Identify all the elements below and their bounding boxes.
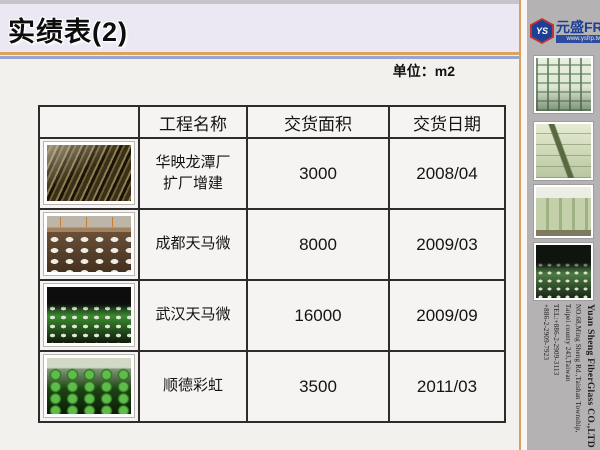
header-delivery-area: 交货面积 xyxy=(246,105,390,139)
photo-frame xyxy=(43,141,135,205)
delivery-area: 3000 xyxy=(246,137,390,210)
delivery-date: 2011/03 xyxy=(388,350,506,423)
sidebar-photo-waffle-ceiling xyxy=(533,55,594,114)
delivery-area: 3500 xyxy=(246,350,390,423)
table-header-row: 工程名称 交货面积 交货日期 xyxy=(38,105,506,139)
ys-hexagon-badge-icon: YS xyxy=(530,18,554,44)
top-strip xyxy=(0,0,519,4)
header-delivery-date: 交货日期 xyxy=(388,105,506,139)
header-project-name: 工程名称 xyxy=(138,105,248,139)
company-logo: YS 元盛FRP www.ysfrp.tw xyxy=(530,18,600,44)
sidebar-photo-dot-floor xyxy=(533,242,594,301)
sidebar-photo-storage-tanks xyxy=(533,184,594,239)
company-info: Yuan Sheng FiberGlass CO.,LTD NO.68,Ming… xyxy=(531,304,597,450)
table-row: 顺德彩虹 3500 2011/03 xyxy=(38,350,506,423)
project-photo-green-floor xyxy=(47,287,131,343)
table-row: 武汉天马微 16000 2009/09 xyxy=(38,279,506,352)
header-photo xyxy=(38,105,140,139)
delivery-area: 8000 xyxy=(246,208,390,281)
project-photo-construction-beams xyxy=(47,145,131,201)
main-area: 实绩表(2) 单位：m2 工程名称 交货面积 交货日期 华映龙潭厂 扩厂增建 xyxy=(0,0,519,423)
divider-orange-line xyxy=(519,0,521,450)
projects-table: 工程名称 交货面积 交货日期 华映龙潭厂 扩厂增建 3000 2008/04 成… xyxy=(38,105,506,423)
company-address-line2: Taipei county 243,Taiwan xyxy=(564,304,572,382)
photo-frame xyxy=(43,283,135,347)
divider-white-gap xyxy=(521,0,527,450)
company-name: Yuan Sheng FiberGlass CO.,LTD xyxy=(585,304,595,448)
company-tel1: TEL:+886-2-2909-3113 xyxy=(552,304,560,376)
project-photo-green-domes xyxy=(47,358,131,414)
delivery-date: 2009/03 xyxy=(388,208,506,281)
project-name: 成都天马微 xyxy=(138,208,248,281)
page-title: 实绩表(2) xyxy=(8,17,128,47)
company-address-line1: NO.68,Ming Sheng Rd.,Taishan Township, xyxy=(574,304,582,433)
brand-url: www.ysfrp.tw xyxy=(556,34,600,43)
title-band xyxy=(0,4,519,52)
unit-label: 单位：m2 xyxy=(392,63,455,79)
project-name: 武汉天马微 xyxy=(138,279,248,352)
project-name: 华映龙潭厂 扩厂增建 xyxy=(138,137,248,210)
logo-badge-text: YS xyxy=(535,26,548,36)
sidebar-photo-tank-closeup xyxy=(533,121,594,181)
delivery-date: 2008/04 xyxy=(388,137,506,210)
table-row: 成都天马微 8000 2009/03 xyxy=(38,208,506,281)
company-tel2: +886-2-2909-7923 xyxy=(542,304,550,361)
delivery-area: 16000 xyxy=(246,279,390,352)
photo-frame xyxy=(43,354,135,418)
sidebar: YS 元盛FRP www.ysfrp.tw Yuan Sheng FiberGl… xyxy=(527,0,600,450)
title-rule-orange xyxy=(0,52,519,55)
title-rule-blue xyxy=(0,56,519,59)
photo-frame xyxy=(43,212,135,276)
project-name: 顺德彩虹 xyxy=(138,350,248,423)
delivery-date: 2009/09 xyxy=(388,279,506,352)
project-photo-tank-forms xyxy=(47,216,131,272)
table-row: 华映龙潭厂 扩厂增建 3000 2008/04 xyxy=(38,137,506,210)
brand-name: 元盛FRP xyxy=(556,18,600,35)
